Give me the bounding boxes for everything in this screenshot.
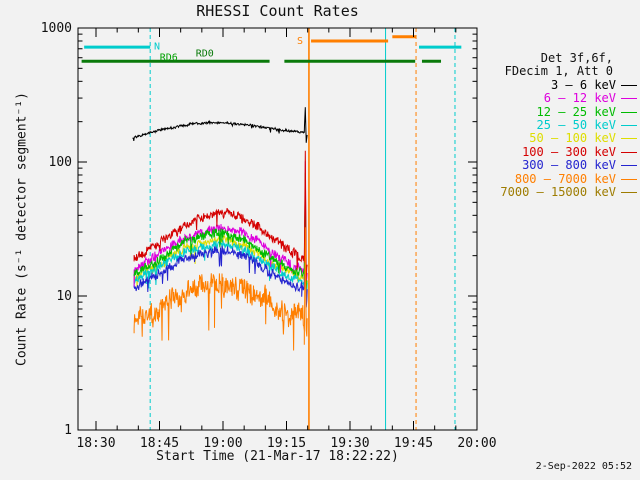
axes: 18:30 18:45 19:00 19:15 19:30 19:45 20:00 1 10 10… <box>41 21 497 451</box>
annotation-RD6: RD6 <box>160 53 178 64</box>
event-vlines <box>149 28 456 430</box>
series-12-25keV <box>133 172 308 289</box>
legend-line-sample-icon <box>621 111 637 113</box>
x-axis-label: Start Time (21-Mar-17 18:22:22) <box>156 449 399 464</box>
legend-entry: 800 – 7000 keV <box>500 171 637 186</box>
legend-entry-label: 7000 – 15000 keV <box>500 185 616 200</box>
legend-line-sample-icon <box>621 165 637 167</box>
legend-entry-label: 50 – 100 keV <box>529 131 616 146</box>
legend-header-decim: FDecim 1, Att 0 <box>504 64 613 79</box>
series-800-7000keV <box>133 227 308 351</box>
legend-entry-label: 100 – 300 keV <box>522 144 616 159</box>
series-300-800keV <box>133 193 308 308</box>
series-100-300keV <box>133 150 308 281</box>
annotation-S: S <box>297 36 303 47</box>
plot-annotations: N S RD0 RD6 <box>154 36 303 64</box>
legend: Det 3f,6f, FDecim 1, Att 0 3 – 6 keV 6 – … <box>500 51 637 200</box>
y-tick-label: 1000 <box>41 21 72 36</box>
legend-line-sample-icon <box>621 138 637 140</box>
y-tick-label: 100 <box>49 155 72 170</box>
legend-entry: 100 – 300 keV <box>500 144 637 159</box>
legend-line-sample-icon <box>621 125 637 127</box>
legend-entry: 12 – 25 keV <box>500 104 637 119</box>
annotation-N: N <box>154 41 160 52</box>
x-tick-label: 18:45 <box>140 436 179 451</box>
legend-entry: 25 – 50 keV <box>500 118 637 133</box>
legend-entry: 50 – 100 keV <box>500 132 637 145</box>
creation-timestamp: 2-Sep-2022 05:52 <box>535 461 632 472</box>
legend-entry-label: 800 – 7000 keV <box>514 171 616 186</box>
y-tick-label: 1 <box>64 423 72 438</box>
interval-bars <box>81 35 462 63</box>
legend-entry: 3 – 6 keV <box>500 77 637 92</box>
x-tick-label: 19:15 <box>267 436 306 451</box>
plot-frame <box>77 27 478 431</box>
legend-entry-label: 300 – 800 keV <box>522 158 616 173</box>
legend-line-sample-icon <box>621 178 637 180</box>
chart-title: RHESSI Count Rates <box>196 2 359 20</box>
legend-line-sample-icon <box>621 192 637 194</box>
y-tick-label: 10 <box>56 289 72 304</box>
legend-header-detectors: Det 3f,6f, <box>540 51 613 65</box>
legend-entry: 300 – 800 keV <box>500 159 637 172</box>
legend-line-sample-icon <box>621 98 637 100</box>
x-tick-label: 19:30 <box>330 436 369 451</box>
series <box>132 107 308 351</box>
legend-entry: 6 – 12 keV <box>500 92 637 105</box>
legend-entry-label: 3 – 6 keV <box>550 77 616 92</box>
annotation-RD0: RD0 <box>196 49 214 60</box>
series-3-6keV <box>132 107 308 143</box>
legend-entry-label: 6 – 12 keV <box>543 91 616 106</box>
x-tick-label: 20:00 <box>457 436 496 451</box>
legend-entry-label: 25 – 50 keV <box>536 118 616 133</box>
x-tick-label: 18:30 <box>76 436 115 451</box>
legend-line-sample-icon <box>621 84 637 86</box>
x-tick-label: 19:45 <box>394 436 433 451</box>
legend-line-sample-icon <box>621 151 637 153</box>
legend-entry-label: 12 – 25 keV <box>536 104 616 119</box>
y-axis-label: Count Rate (s⁻¹ detector segment⁻¹) <box>14 92 30 366</box>
x-tick-label: 19:00 <box>203 436 242 451</box>
legend-entry: 7000 – 15000 keV <box>500 185 637 200</box>
legend-entries: 3 – 6 keV 6 – 12 keV 12 – 25 keV 25 – 50 ke… <box>500 77 637 200</box>
